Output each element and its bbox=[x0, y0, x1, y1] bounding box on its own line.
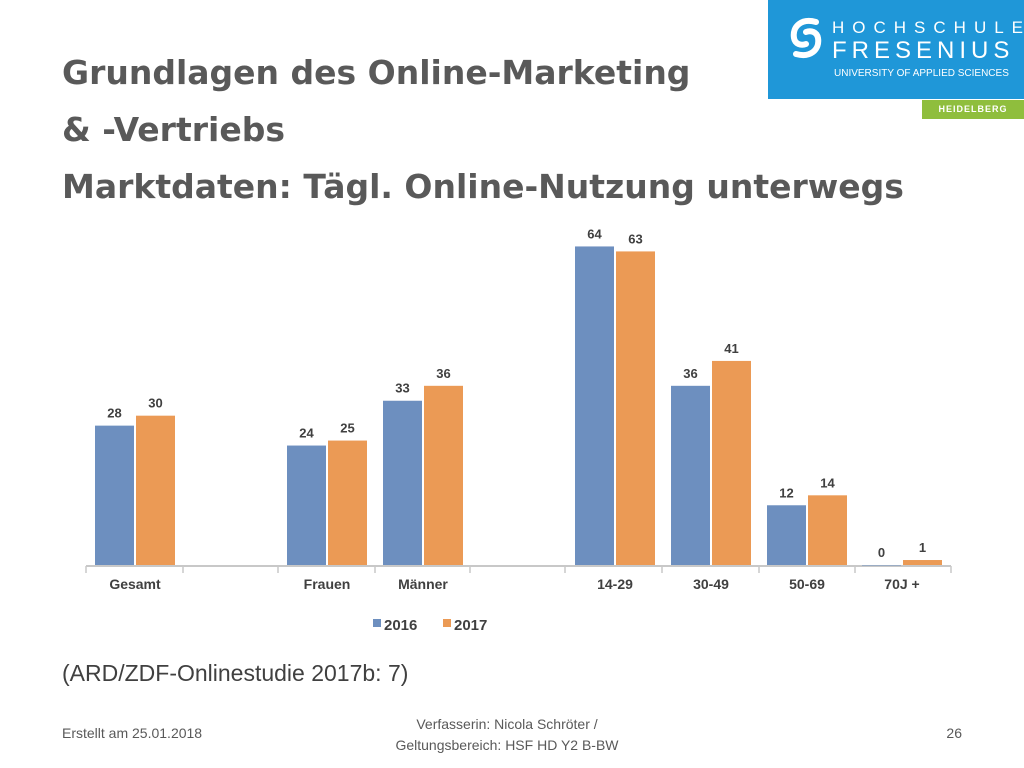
footer-author: Verfasserin: Nicola Schröter / Geltungsb… bbox=[362, 714, 652, 756]
x-tick-label: 14-29 bbox=[597, 576, 633, 592]
source-citation: (ARD/ZDF-Onlinestudie 2017b: 7) bbox=[62, 660, 409, 686]
data-label: 33 bbox=[395, 381, 409, 396]
data-label: 12 bbox=[779, 485, 793, 500]
data-label: 30 bbox=[148, 396, 162, 411]
bar-2017-50-69 bbox=[808, 495, 847, 565]
footer-author-line-1: Verfasserin: Nicola Schröter / bbox=[416, 716, 598, 732]
x-tick-label: 70J + bbox=[884, 576, 919, 592]
bar-2017-14-29 bbox=[616, 251, 655, 565]
x-tick-label: 30-49 bbox=[693, 576, 729, 592]
bar-2017-30-49 bbox=[712, 360, 751, 565]
bar-2017-Männer bbox=[424, 385, 463, 565]
bar-2017-70J + bbox=[903, 560, 942, 565]
x-tick-label: Frauen bbox=[304, 576, 351, 592]
data-label: 1 bbox=[919, 540, 926, 555]
bar-2017-Frauen bbox=[328, 440, 367, 565]
logo-line-hochschule: HOCHSCHULE bbox=[832, 18, 1024, 37]
legend-label: 2017 bbox=[454, 617, 487, 634]
bar-2016-Frauen bbox=[287, 445, 326, 565]
data-label: 64 bbox=[587, 226, 602, 241]
data-label: 28 bbox=[107, 406, 121, 421]
logo-line-fresenius: FRESENIUS bbox=[832, 37, 1015, 64]
data-label: 0 bbox=[878, 545, 885, 560]
footer-page-number: 26 bbox=[946, 725, 962, 741]
bar-2016-30-49 bbox=[671, 385, 710, 565]
university-logo: HOCHSCHULE FRESENIUS UNIVERSITY OF APPLI… bbox=[768, 0, 1024, 99]
title-line-2: & -Vertriebs bbox=[62, 110, 285, 149]
x-tick-label: Gesamt bbox=[109, 576, 161, 592]
data-label: 25 bbox=[340, 421, 354, 436]
data-label: 36 bbox=[683, 366, 697, 381]
fresenius-swirl-icon bbox=[790, 18, 822, 58]
footer-created-date: Erstellt am 25.01.2018 bbox=[62, 725, 203, 741]
bar-2017-Gesamt bbox=[136, 415, 175, 565]
footer-author-line-2: Geltungsbereich: HSF HD Y2 B-BW bbox=[395, 737, 619, 753]
title-line-1: Grundlagen des Online-Marketing bbox=[62, 53, 691, 92]
campus-badge: HEIDELBERG bbox=[922, 100, 1024, 119]
legend-swatch-2017 bbox=[443, 619, 451, 627]
bar-2016-50-69 bbox=[767, 505, 806, 565]
bar-2016-70J + bbox=[862, 565, 901, 566]
x-tick-label: 50-69 bbox=[789, 576, 825, 592]
bar-2016-Männer bbox=[383, 400, 422, 565]
data-label: 41 bbox=[724, 341, 738, 356]
x-tick-label: Männer bbox=[398, 576, 448, 592]
logo-line-university: UNIVERSITY OF APPLIED SCIENCES bbox=[834, 68, 1009, 79]
data-label: 14 bbox=[820, 475, 835, 490]
data-label: 63 bbox=[628, 231, 642, 246]
data-label: 24 bbox=[299, 426, 314, 441]
legend-label: 2016 bbox=[384, 617, 417, 634]
bar-2016-Gesamt bbox=[95, 425, 134, 565]
data-label: 36 bbox=[436, 366, 450, 381]
bar-2016-14-29 bbox=[575, 246, 614, 565]
legend-swatch-2016 bbox=[373, 619, 381, 627]
